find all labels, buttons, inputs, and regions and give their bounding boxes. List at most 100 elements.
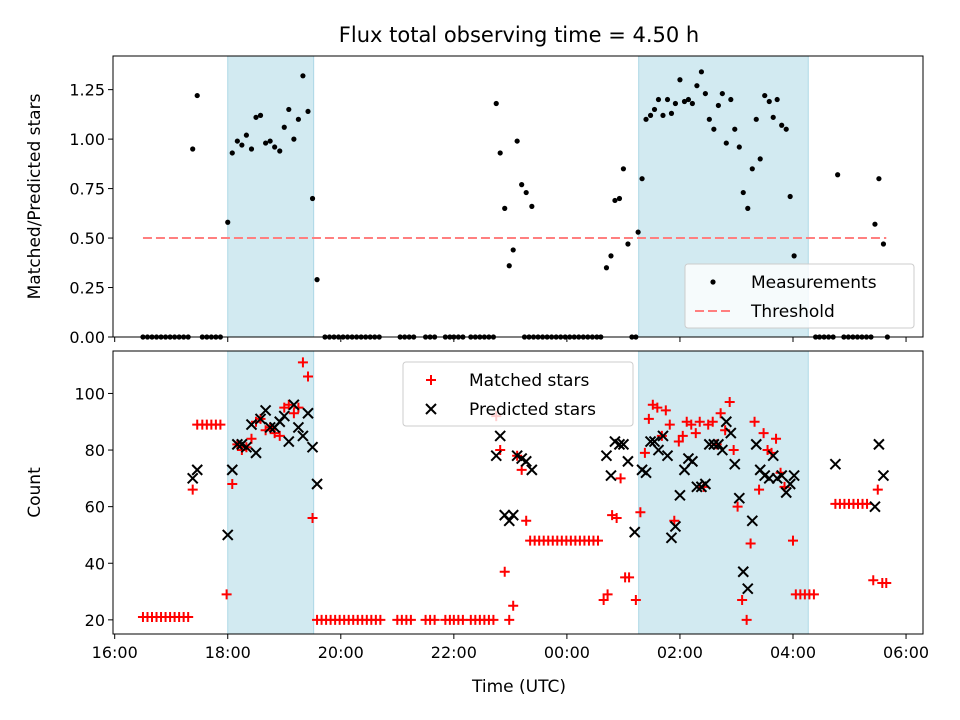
matched-star-point [694,416,705,427]
predicted-star-point [767,450,779,462]
matched-star-point [611,512,622,523]
predicted-star-point [503,515,515,527]
measurement-point [766,98,772,105]
matched-star-point [495,445,506,456]
predicted-star-point [292,421,305,434]
predicted-star-point [674,489,686,502]
predicted-star-point [605,469,617,482]
matched-star-point [862,498,873,509]
measurement-point [694,83,700,89]
y-tick-label: 100 [74,384,105,403]
measurement-point [603,265,610,271]
measurement-point [300,73,306,79]
observing-window [227,350,315,635]
measurement-point [668,110,675,116]
measurement-point [723,140,729,146]
top-legend: Measurements Threshold [684,263,915,329]
measurement-point [791,253,797,259]
predicted-star-point [507,509,519,521]
measurement-point [620,166,627,172]
matched-star-point [303,371,314,382]
predicted-star-point [254,413,267,425]
measurement-point [880,241,887,247]
matched-star-point [872,484,883,495]
predicted-star-point [520,455,532,468]
bottom-y-axis-label: Count [25,467,45,518]
matched-star-point [715,408,726,419]
predicted-star-point [494,430,506,442]
measurement-point [502,205,508,211]
predicted-star-point [613,438,626,451]
matched-star-point [508,600,519,611]
matched-star-point [707,416,718,427]
measurement-point [257,112,264,118]
measurement-point [643,116,649,122]
predicted-star-point [191,464,203,476]
matched-star-point [758,428,769,439]
predicted-star-point [686,455,699,468]
predicted-star-point [652,444,665,456]
measurement-point [677,77,683,83]
measurement-point [664,96,671,103]
matched-star-point [227,479,238,490]
predicted-star-point [746,515,759,527]
measurement-point [239,142,245,148]
predicted-star-point [775,469,788,482]
measurement-point [635,229,641,235]
predicted-star-point [669,520,682,533]
x-tick-label: 04:00 [770,643,816,662]
predicted-star-point [283,435,295,448]
bottom-panel: 20 40 60 80 100 16:00 18:00 20:00 22:00 00:00 02:… [25,350,929,662]
measurement-point [655,96,662,103]
matched-star-point [635,507,646,518]
measurement-point [672,100,679,107]
y-tick-label: 1.00 [69,130,105,149]
x-tick-label: 20:00 [318,643,364,662]
y-tick-label: 1.25 [69,81,105,100]
y-tick-label: 0.50 [69,229,105,248]
predicted-star-point [699,478,712,490]
predicted-star-point [600,450,613,462]
measurement-point [263,140,269,146]
matched-star-point [269,428,280,439]
measurement-point [514,138,520,144]
matched-star-point [187,484,198,495]
predicted-star-point [245,418,258,431]
y-tick-label: 0.00 [69,328,105,347]
predicted-star-point [784,478,796,490]
x-tick-label: 00:00 [544,643,590,662]
measurement-point [510,247,516,253]
measurement-point [229,150,235,156]
x-tick-label: 22:00 [431,643,477,662]
measurement-point [305,108,311,115]
matched-star-point [724,396,735,407]
matched-star-point [639,447,650,458]
predicted-star-point [716,444,729,456]
matched-star-point [598,595,609,606]
predicted-star-point [742,583,754,595]
observing-window [638,350,809,635]
chart-title: Flux total observing time = 4.50 h [339,23,699,47]
measurement-point [732,126,738,132]
y-tick-label: 40 [85,554,105,573]
predicted-star-point [877,469,890,482]
matched-star-point [808,589,819,600]
measurement-point [685,96,692,103]
predicted-star-point [640,466,652,479]
x-tick-label: 06:00 [883,643,929,662]
measurement-point [309,195,316,202]
predicted-star-point [222,529,234,541]
predicted-star-point [306,441,319,453]
predicted-star-point [297,430,309,442]
measurement-point [706,116,712,122]
matched-star-point [673,436,684,447]
predicted-star-point [873,438,885,451]
matched-star-point [504,614,515,625]
predicted-star-point [712,438,725,451]
matched-star-point [307,512,318,523]
measurement-point [519,182,525,188]
measurement-point [749,166,755,172]
predicted-star-point [665,532,678,544]
predicted-stars-points [186,399,890,595]
